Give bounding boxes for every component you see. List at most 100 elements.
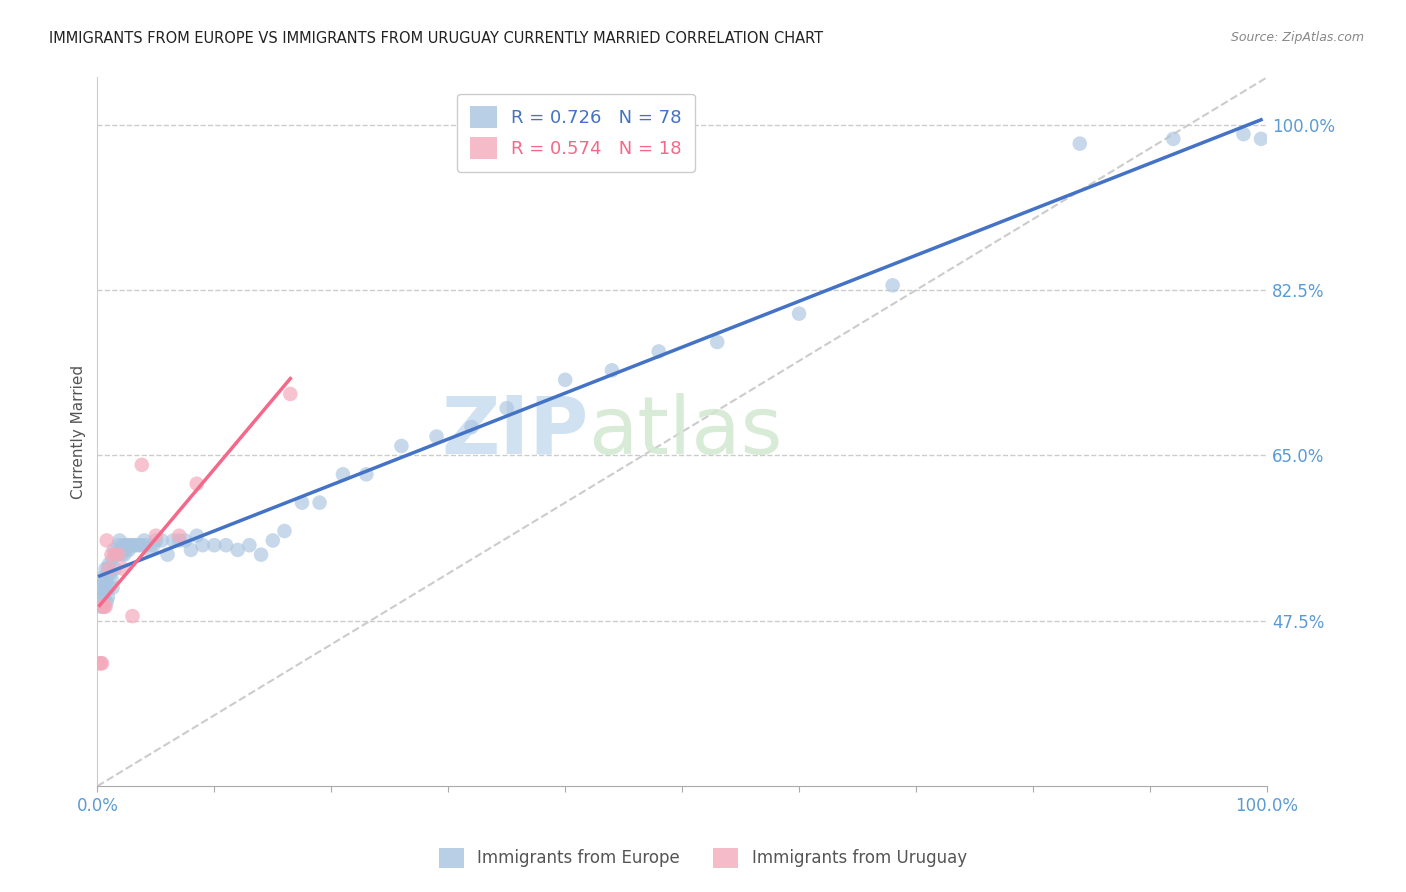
Point	[262, 533, 284, 548]
Point	[226, 542, 249, 557]
Point	[425, 429, 447, 443]
Text: atlas: atlas	[589, 392, 783, 471]
Point	[94, 581, 117, 595]
Point	[93, 576, 115, 591]
Point	[94, 562, 117, 576]
Point	[128, 538, 150, 552]
Legend: R = 0.726   N = 78, R = 0.574   N = 18: R = 0.726 N = 78, R = 0.574 N = 18	[457, 94, 695, 172]
Point	[90, 599, 112, 614]
Point	[98, 581, 121, 595]
Point	[291, 496, 314, 510]
Point	[127, 538, 149, 552]
Point	[97, 562, 120, 576]
Point	[96, 571, 118, 585]
Point	[787, 307, 810, 321]
Point	[104, 562, 127, 576]
Point	[112, 548, 135, 562]
Point	[134, 533, 156, 548]
Point	[308, 496, 330, 510]
Point	[215, 538, 238, 552]
Point	[391, 439, 413, 453]
Point	[91, 599, 114, 614]
Point	[131, 458, 153, 472]
Point	[135, 538, 157, 552]
Point	[89, 581, 111, 595]
Point	[104, 548, 127, 562]
Point	[167, 533, 190, 548]
Point	[91, 590, 114, 604]
Point	[103, 542, 125, 557]
Point	[96, 533, 118, 548]
Point	[1232, 127, 1254, 141]
Point	[142, 538, 165, 552]
Text: ZIP: ZIP	[441, 392, 589, 471]
Point	[91, 585, 114, 599]
Point	[162, 533, 184, 548]
Point	[101, 581, 124, 595]
Point	[250, 548, 273, 562]
Point	[111, 548, 134, 562]
Point	[118, 542, 141, 557]
Point	[90, 657, 112, 671]
Point	[121, 609, 143, 624]
Point	[100, 571, 122, 585]
Point	[356, 467, 378, 482]
Point	[186, 476, 208, 491]
Point	[91, 599, 114, 614]
Y-axis label: Currently Married: Currently Married	[72, 365, 86, 499]
Point	[554, 373, 576, 387]
Point	[98, 566, 121, 581]
Point	[131, 538, 153, 552]
Point	[648, 344, 671, 359]
Point	[460, 420, 482, 434]
Point	[706, 334, 728, 349]
Point	[174, 533, 197, 548]
Point	[93, 599, 115, 614]
Point	[278, 387, 301, 401]
Point	[107, 548, 129, 562]
Point	[600, 363, 623, 377]
Point	[90, 571, 112, 585]
Point	[105, 548, 128, 562]
Point	[145, 529, 167, 543]
Point	[202, 538, 225, 552]
Point	[882, 278, 904, 293]
Point	[1163, 132, 1185, 146]
Legend: Immigrants from Europe, Immigrants from Uruguay: Immigrants from Europe, Immigrants from …	[433, 841, 973, 875]
Point	[124, 538, 146, 552]
Point	[167, 529, 190, 543]
Point	[121, 538, 143, 552]
Point	[107, 538, 129, 552]
Point	[273, 524, 295, 538]
Point	[145, 533, 167, 548]
Point	[180, 542, 202, 557]
Point	[101, 552, 124, 566]
Point	[100, 548, 122, 562]
Text: IMMIGRANTS FROM EUROPE VS IMMIGRANTS FROM URUGUAY CURRENTLY MARRIED CORRELATION : IMMIGRANTS FROM EUROPE VS IMMIGRANTS FRO…	[49, 31, 824, 46]
Point	[238, 538, 260, 552]
Point	[115, 542, 138, 557]
Point	[97, 590, 120, 604]
Point	[495, 401, 517, 416]
Point	[110, 542, 132, 557]
Point	[94, 599, 117, 614]
Point	[120, 538, 142, 552]
Point	[112, 538, 135, 552]
Point	[1250, 132, 1272, 146]
Point	[93, 590, 115, 604]
Point	[156, 548, 179, 562]
Point	[96, 595, 118, 609]
Point	[117, 538, 139, 552]
Point	[98, 557, 121, 571]
Point	[150, 533, 173, 548]
Point	[112, 562, 135, 576]
Text: Source: ZipAtlas.com: Source: ZipAtlas.com	[1230, 31, 1364, 45]
Point	[332, 467, 354, 482]
Point	[89, 657, 111, 671]
Point	[98, 562, 121, 576]
Point	[191, 538, 214, 552]
Point	[139, 542, 162, 557]
Point	[114, 538, 136, 552]
Point	[108, 533, 131, 548]
Point	[91, 657, 114, 671]
